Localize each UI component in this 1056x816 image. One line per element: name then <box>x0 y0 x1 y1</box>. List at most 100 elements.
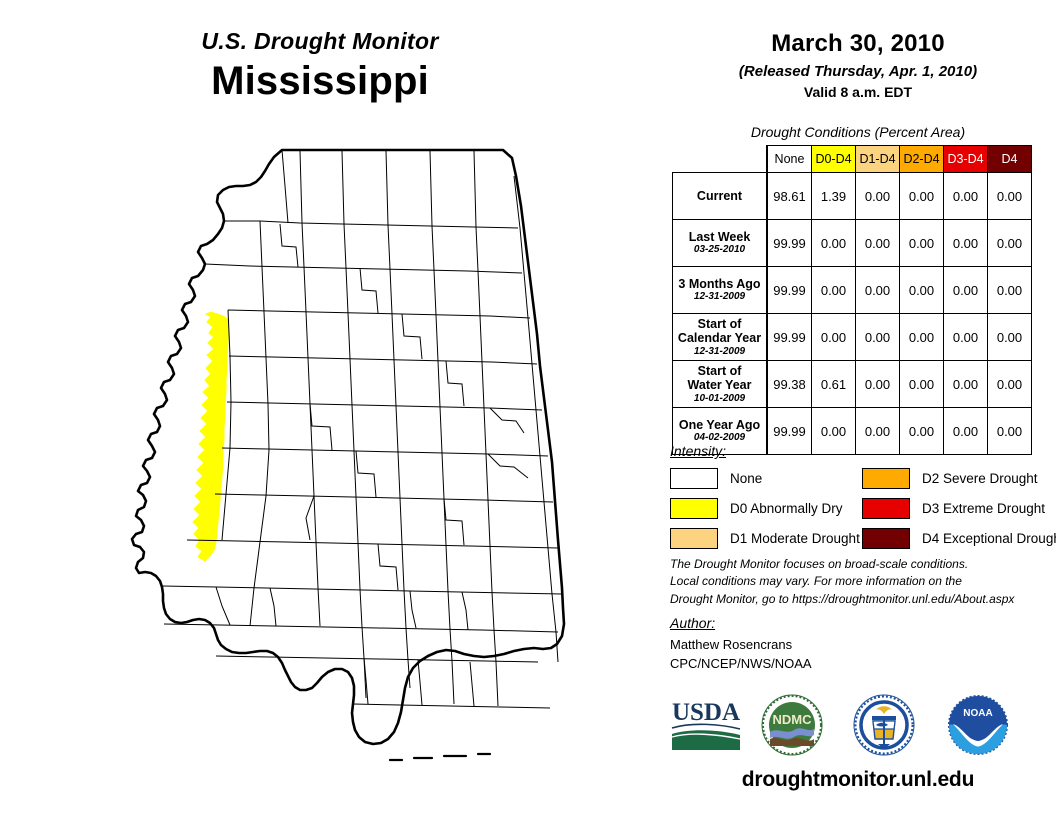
usda-logo: USDA <box>671 699 741 750</box>
table-row: Current 98.61 1.39 0.00 0.00 0.00 0.00 <box>672 172 1032 220</box>
legend-item: None <box>670 466 860 490</box>
gulf-barrier-islands <box>388 752 492 762</box>
row-label-text: Last Week <box>688 230 751 245</box>
author-affiliation: CPC/NCEP/NWS/NOAA <box>670 655 812 671</box>
table-row: One Year Ago 04-02-2009 99.99 0.00 0.00 0.00 0… <box>672 407 1032 455</box>
row-label-text: One Year Ago <box>678 418 761 433</box>
state-title: Mississippi <box>211 59 429 103</box>
table-col-header-none: None <box>766 145 812 173</box>
table-cell: 0.00 <box>943 219 988 267</box>
author-name: Matthew Rosencrans <box>670 637 793 652</box>
table-cell: 0.00 <box>943 172 988 220</box>
table-row: 3 Months Ago 12-31-2009 99.99 0.00 0.00 0.00 0… <box>672 266 1032 314</box>
svg-text:USDA: USDA <box>672 699 740 726</box>
agency-logos: USDA NDMC <box>660 694 1056 760</box>
valid-date: March 30, 2010 <box>771 30 945 57</box>
table-cell: 0.00 <box>943 313 988 361</box>
legend-item: D3 Extreme Drought <box>862 496 1056 520</box>
site-url[interactable]: droughtmonitor.unl.edu <box>741 768 975 791</box>
table-row-label: One Year Ago 04-02-2009 <box>672 407 768 455</box>
table-cell: 0.61 <box>811 360 856 408</box>
release-date: (Released Thursday, Apr. 1, 2010) <box>738 63 978 80</box>
row-label-date: 03-25-2010 <box>693 244 746 256</box>
note-line-1: The Drought Monitor focuses on broad-sca… <box>670 557 969 571</box>
legend-item: D1 Moderate Drought <box>670 526 860 550</box>
table-row: Start of Calendar Year 12-31-2009 99.99 0.00… <box>672 313 1032 361</box>
legend-swatch-right-2 <box>862 527 910 549</box>
table-cell: 0.00 <box>855 313 900 361</box>
table-cell: 99.99 <box>766 313 812 361</box>
disclaimer-notes: The Drought Monitor focuses on broad-sca… <box>670 556 1014 608</box>
table-cell: 0.00 <box>987 313 1032 361</box>
table-row: Start of Water Year 10-01-2009 99.38 0.61 0.0… <box>672 360 1032 408</box>
svg-text:NDMC: NDMC <box>773 712 813 727</box>
d0-abnormally-dry-area <box>192 311 230 562</box>
legend-swatch-right-0 <box>862 467 910 489</box>
table-cell: 0.00 <box>855 172 900 220</box>
table-cell: 0.00 <box>855 407 900 455</box>
map-layers <box>130 148 566 762</box>
table-corner-cell <box>673 146 768 173</box>
table-header-row: None D0-D4 D1-D4 D2-D4 D3-D4 D4 <box>673 145 1032 173</box>
map-svg <box>130 148 566 762</box>
table-cell: 0.00 <box>899 313 944 361</box>
county-boundaries <box>162 149 563 709</box>
row-label-date: 10-01-2009 <box>693 392 746 404</box>
legend-item: D2 Severe Drought <box>862 466 1056 490</box>
legend-item: D4 Exceptional Drought <box>862 526 1056 550</box>
row-label-text: Start of Calendar Year <box>677 316 762 346</box>
table-cell: 0.00 <box>899 360 944 408</box>
legend-column-left: None D0 Abnormally Dry D1 Moderate Drought <box>670 466 860 556</box>
row-label-date: 04-02-2009 <box>693 432 746 444</box>
table-cell: 0.00 <box>811 219 856 267</box>
table-cell: 0.00 <box>987 266 1032 314</box>
row-label-text: Start of Water Year <box>687 363 752 393</box>
author-block: Matthew Rosencrans CPC/NCEP/NWS/NOAA <box>670 636 812 674</box>
us-dept-commerce-seal <box>853 694 915 756</box>
table-cell: 0.00 <box>943 407 988 455</box>
legend-swatch-left-2 <box>670 527 718 549</box>
table-cell: 99.38 <box>766 360 812 408</box>
table-cell: 0.00 <box>987 219 1032 267</box>
legend-label: D1 Moderate Drought <box>730 530 860 546</box>
table-row-label: Last Week 03-25-2010 <box>672 219 768 267</box>
table-cell: 0.00 <box>855 360 900 408</box>
legend-label: None <box>730 470 763 486</box>
table-row-label: Start of Water Year 10-01-2009 <box>672 360 768 408</box>
table-cell: 0.00 <box>811 407 856 455</box>
table-cell: 0.00 <box>899 407 944 455</box>
row-label-text: 3 Months Ago <box>678 277 761 292</box>
table-cell: 0.00 <box>899 266 944 314</box>
mississippi-drought-map[interactable] <box>110 128 580 808</box>
table-cell: 0.00 <box>899 172 944 220</box>
row-label-date: 12-31-2009 <box>693 291 746 303</box>
table-cell: 1.39 <box>811 172 856 220</box>
table-cell: 99.99 <box>766 219 812 267</box>
table-cell: 0.00 <box>811 313 856 361</box>
date-block: March 30, 2010 (Released Thursday, Apr. … <box>660 30 1056 100</box>
table-col-header-d1-d4: D1-D4 <box>855 145 900 173</box>
table-cell: 0.00 <box>987 360 1032 408</box>
legend-label: D4 Exceptional Drought <box>922 530 1056 546</box>
author-heading: Author: <box>670 615 716 631</box>
legend-column-right: D2 Severe Drought D3 Extreme Drought D4 Ex… <box>862 466 1056 556</box>
table-cell: 0.00 <box>855 266 900 314</box>
table-cell: 0.00 <box>987 172 1032 220</box>
ndmc-logo: NDMC <box>761 694 823 756</box>
table-cell: 0.00 <box>855 219 900 267</box>
row-label-text: Current <box>696 188 743 203</box>
table-row-label: Start of Calendar Year 12-31-2009 <box>672 313 768 361</box>
table-cell: 99.99 <box>766 266 812 314</box>
table-head: None D0-D4 D1-D4 D2-D4 D3-D4 D4 <box>673 145 1032 173</box>
table-row-label: Current <box>672 172 768 220</box>
state-outline <box>130 148 566 746</box>
legend-label: D2 Severe Drought <box>922 470 1038 486</box>
legend-swatch-left-0 <box>670 467 718 489</box>
row-label-date: 12-31-2009 <box>693 345 746 357</box>
table-body: Current 98.61 1.39 0.00 0.00 0.00 0.00 Last Wee… <box>672 172 1032 455</box>
table-col-header-d0-d4: D0-D4 <box>811 145 856 173</box>
table-col-header-d4: D4 <box>987 145 1032 173</box>
table-col-header-d3-d4: D3-D4 <box>943 145 988 173</box>
table-row-label: 3 Months Ago 12-31-2009 <box>672 266 768 314</box>
